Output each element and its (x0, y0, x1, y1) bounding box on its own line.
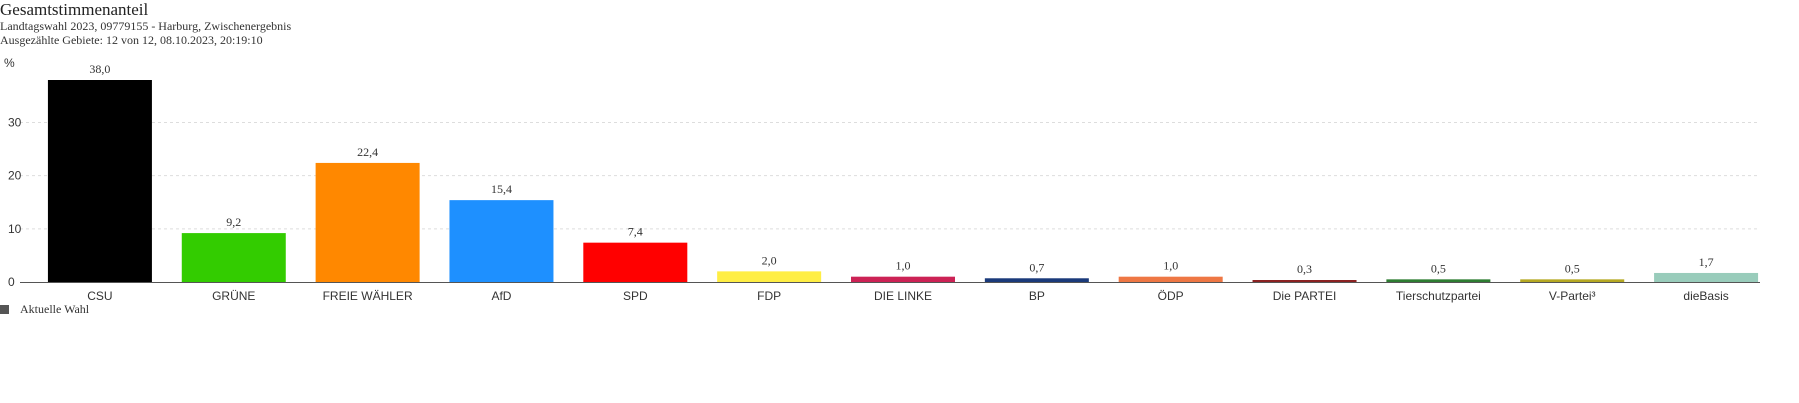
bar (449, 200, 554, 282)
chart-header: Gesamtstimmenanteil Landtagswahl 2023, 0… (0, 0, 291, 47)
y-tick-label: 20 (8, 169, 22, 183)
bar-value-label: 0,7 (1029, 260, 1044, 274)
chart-subtitle-counted: Ausgezählte Gebiete: 12 von 12, 08.10.20… (0, 33, 263, 47)
bar-value-label: 9,2 (226, 215, 241, 229)
category-label: ÖDP (1158, 289, 1184, 303)
y-tick-label: 0 (8, 275, 15, 289)
category-label: V-Partei³ (1549, 289, 1596, 303)
category-label: BP (1029, 289, 1045, 303)
category-label: FDP (757, 289, 781, 303)
bar-value-label: 22,4 (357, 145, 378, 159)
bar-value-label: 1,7 (1699, 255, 1714, 269)
category-label: dieBasis (1683, 289, 1728, 303)
category-label: DIE LINKE (874, 289, 932, 303)
chart-subtitle-election: Landtagswahl 2023, 09779155 - Harburg, Z… (0, 19, 292, 33)
bar (1386, 279, 1491, 282)
category-label: SPD (623, 289, 648, 303)
bar-value-label: 15,4 (491, 182, 512, 196)
bar (315, 162, 420, 282)
bar (181, 233, 286, 282)
bar (1654, 272, 1759, 282)
category-label: GRÜNE (212, 289, 255, 303)
bar-value-label: 0,5 (1565, 261, 1580, 275)
bar-value-label: 7,4 (628, 225, 643, 239)
bar-value-label: 0,3 (1297, 262, 1312, 276)
legend-label: Aktuelle Wahl (20, 302, 90, 316)
bar-value-label: 1,0 (1163, 259, 1178, 273)
legend-swatch (0, 305, 9, 314)
bar (984, 278, 1089, 282)
chart-title: Gesamtstimmenanteil (0, 0, 149, 19)
bar-value-label: 0,5 (1431, 261, 1446, 275)
bar-value-label: 2,0 (762, 253, 777, 267)
y-axis-label: % (4, 56, 15, 70)
category-label: Die PARTEI (1273, 289, 1337, 303)
bar (1252, 280, 1357, 282)
category-label: FREIE WÄHLER (323, 289, 413, 303)
bar-value-label: 1,0 (896, 259, 911, 273)
bar (1520, 279, 1625, 282)
legend[interactable]: Aktuelle Wahl (0, 302, 89, 317)
bar (47, 80, 152, 282)
y-tick-label: 10 (8, 222, 22, 236)
bar-value-label: 38,0 (89, 62, 110, 76)
bar (1118, 276, 1223, 282)
bar (851, 276, 955, 282)
bar (717, 271, 822, 282)
y-tick-label: 30 (8, 116, 22, 130)
category-label: AfD (491, 289, 511, 303)
bar (583, 242, 688, 282)
category-label: CSU (87, 289, 112, 303)
category-label: Tierschutzpartei (1396, 289, 1481, 303)
